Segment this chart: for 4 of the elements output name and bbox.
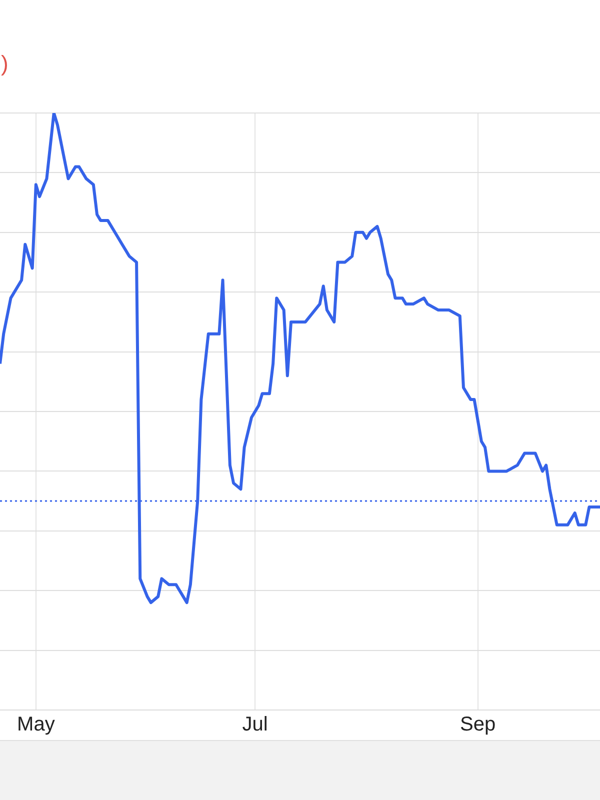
x-tick-label: May [17,714,55,736]
text: ) [1,51,8,76]
x-tick-label: Sep [460,714,496,736]
x-tick-label: Jul [242,714,268,736]
